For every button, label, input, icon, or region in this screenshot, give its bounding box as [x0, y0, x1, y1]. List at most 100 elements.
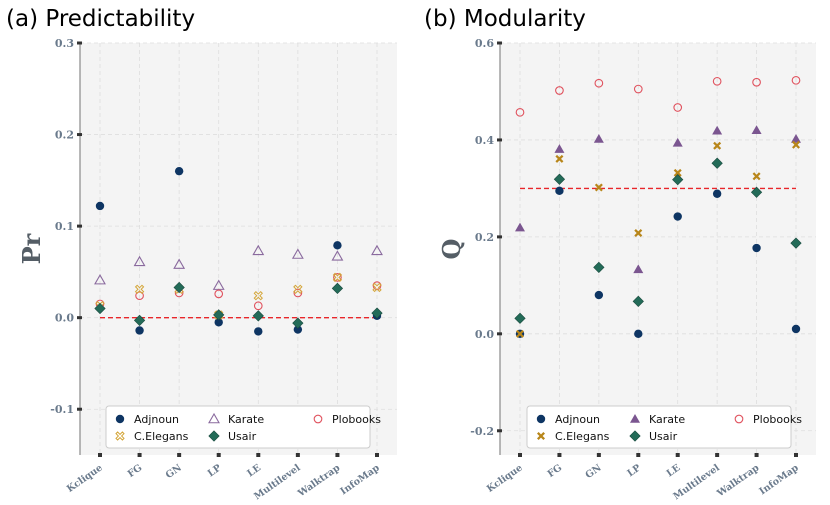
x-tick-mark — [177, 453, 182, 457]
legend-marker — [115, 414, 125, 424]
data-point — [94, 302, 106, 315]
y-tick-label: -0.2 — [470, 425, 494, 438]
x-tick-label: GN — [584, 462, 604, 481]
data-point — [252, 310, 264, 322]
data-point — [791, 75, 801, 85]
x-tick-label: Kclique — [65, 462, 105, 494]
data-point — [594, 183, 603, 192]
x-tick-mark — [596, 453, 601, 457]
data-point — [515, 107, 525, 117]
x-tick-label: LE — [245, 462, 263, 479]
data-point — [331, 282, 344, 294]
data-point — [174, 166, 184, 176]
y-tick-label: 0.0 — [55, 312, 74, 325]
data-point — [712, 76, 722, 86]
data-point — [134, 284, 145, 294]
data-point — [750, 186, 763, 198]
y-tick-mark — [77, 224, 82, 228]
data-point — [633, 84, 643, 94]
data-point — [554, 144, 565, 153]
data-point — [135, 326, 144, 335]
x-tick-mark — [256, 453, 261, 457]
data-point — [593, 261, 605, 274]
data-point — [791, 133, 801, 143]
data-point — [713, 141, 722, 150]
data-point — [372, 282, 382, 293]
data-point — [594, 78, 604, 88]
x-tick-label: LP — [206, 462, 224, 479]
series-c-elegans — [516, 140, 800, 338]
legend-marker — [629, 430, 641, 442]
legend-label: Usair — [228, 430, 257, 443]
data-point — [751, 125, 762, 134]
data-point — [333, 241, 342, 250]
data-point — [173, 258, 186, 269]
data-point — [555, 86, 564, 95]
data-point — [634, 229, 643, 238]
legend-label: Karate — [228, 413, 264, 426]
data-point — [94, 274, 106, 285]
y-tick-mark — [77, 41, 82, 45]
y-tick-mark — [497, 41, 502, 45]
y-axis-label: Q — [437, 239, 466, 260]
y-tick-mark — [497, 332, 502, 336]
data-point — [291, 248, 304, 259]
chart-panel-1: (a) Predictability -0.1 0.0 0.1 0.2 0.3 Pr Kcli… — [6, 6, 397, 502]
data-point — [555, 186, 564, 196]
data-point — [293, 325, 303, 334]
y-axis-label: Pr — [17, 233, 46, 264]
series-usair — [514, 157, 802, 324]
data-point — [133, 314, 146, 327]
data-point — [133, 255, 146, 267]
legend-label: C.Elegans — [555, 430, 610, 443]
x-tick-label: FG — [126, 462, 144, 480]
chart-title: (a) Predictability — [6, 6, 195, 32]
x-tick-mark — [335, 453, 340, 457]
data-point — [135, 291, 144, 301]
series-adjnoun — [95, 166, 382, 336]
x-tick-mark — [137, 453, 142, 457]
y-tick-mark — [497, 235, 502, 239]
data-point — [214, 318, 223, 327]
x-tick-mark — [715, 453, 720, 457]
data-point — [371, 307, 383, 319]
x-tick-mark — [375, 453, 379, 457]
series-plobooks — [95, 273, 382, 311]
y-tick-label: 0.0 — [475, 328, 494, 341]
data-point — [516, 329, 524, 338]
x-tick-label: Walktrap — [295, 462, 342, 500]
data-point — [673, 212, 682, 221]
data-point — [752, 172, 761, 181]
data-point — [214, 289, 224, 299]
legend-marker — [536, 414, 546, 424]
legend-marker — [313, 414, 323, 424]
series-usair — [94, 281, 383, 329]
data-point — [212, 279, 225, 290]
y-tick-mark — [77, 316, 82, 320]
x-tick-label: GN — [164, 462, 184, 481]
x-tick-label: LP — [625, 462, 643, 479]
data-point — [792, 140, 800, 149]
y-tick-mark — [77, 407, 82, 411]
data-point — [673, 168, 682, 177]
x-tick-mark — [518, 453, 522, 457]
x-tick-mark — [754, 453, 759, 457]
x-tick-mark — [636, 453, 641, 457]
x-tick-mark — [675, 453, 680, 457]
data-point — [791, 324, 801, 334]
data-point — [752, 243, 761, 253]
chart-panel-2: (b) Modularity -0.2 0.0 0.2 0.4 0.6 Q Kclique FG… — [424, 6, 816, 502]
data-point — [331, 250, 344, 261]
x-tick-mark — [557, 453, 562, 457]
data-point — [632, 295, 644, 307]
x-tick-label: FG — [546, 462, 564, 480]
y-tick-label: 0.3 — [55, 37, 74, 50]
legend-marker — [208, 430, 220, 442]
legend-label: Usair — [649, 430, 678, 443]
y-tick-mark — [497, 138, 502, 142]
x-tick-label: LE — [665, 462, 683, 479]
data-point — [253, 301, 263, 311]
plot-area — [500, 43, 816, 455]
data-point — [293, 288, 303, 298]
